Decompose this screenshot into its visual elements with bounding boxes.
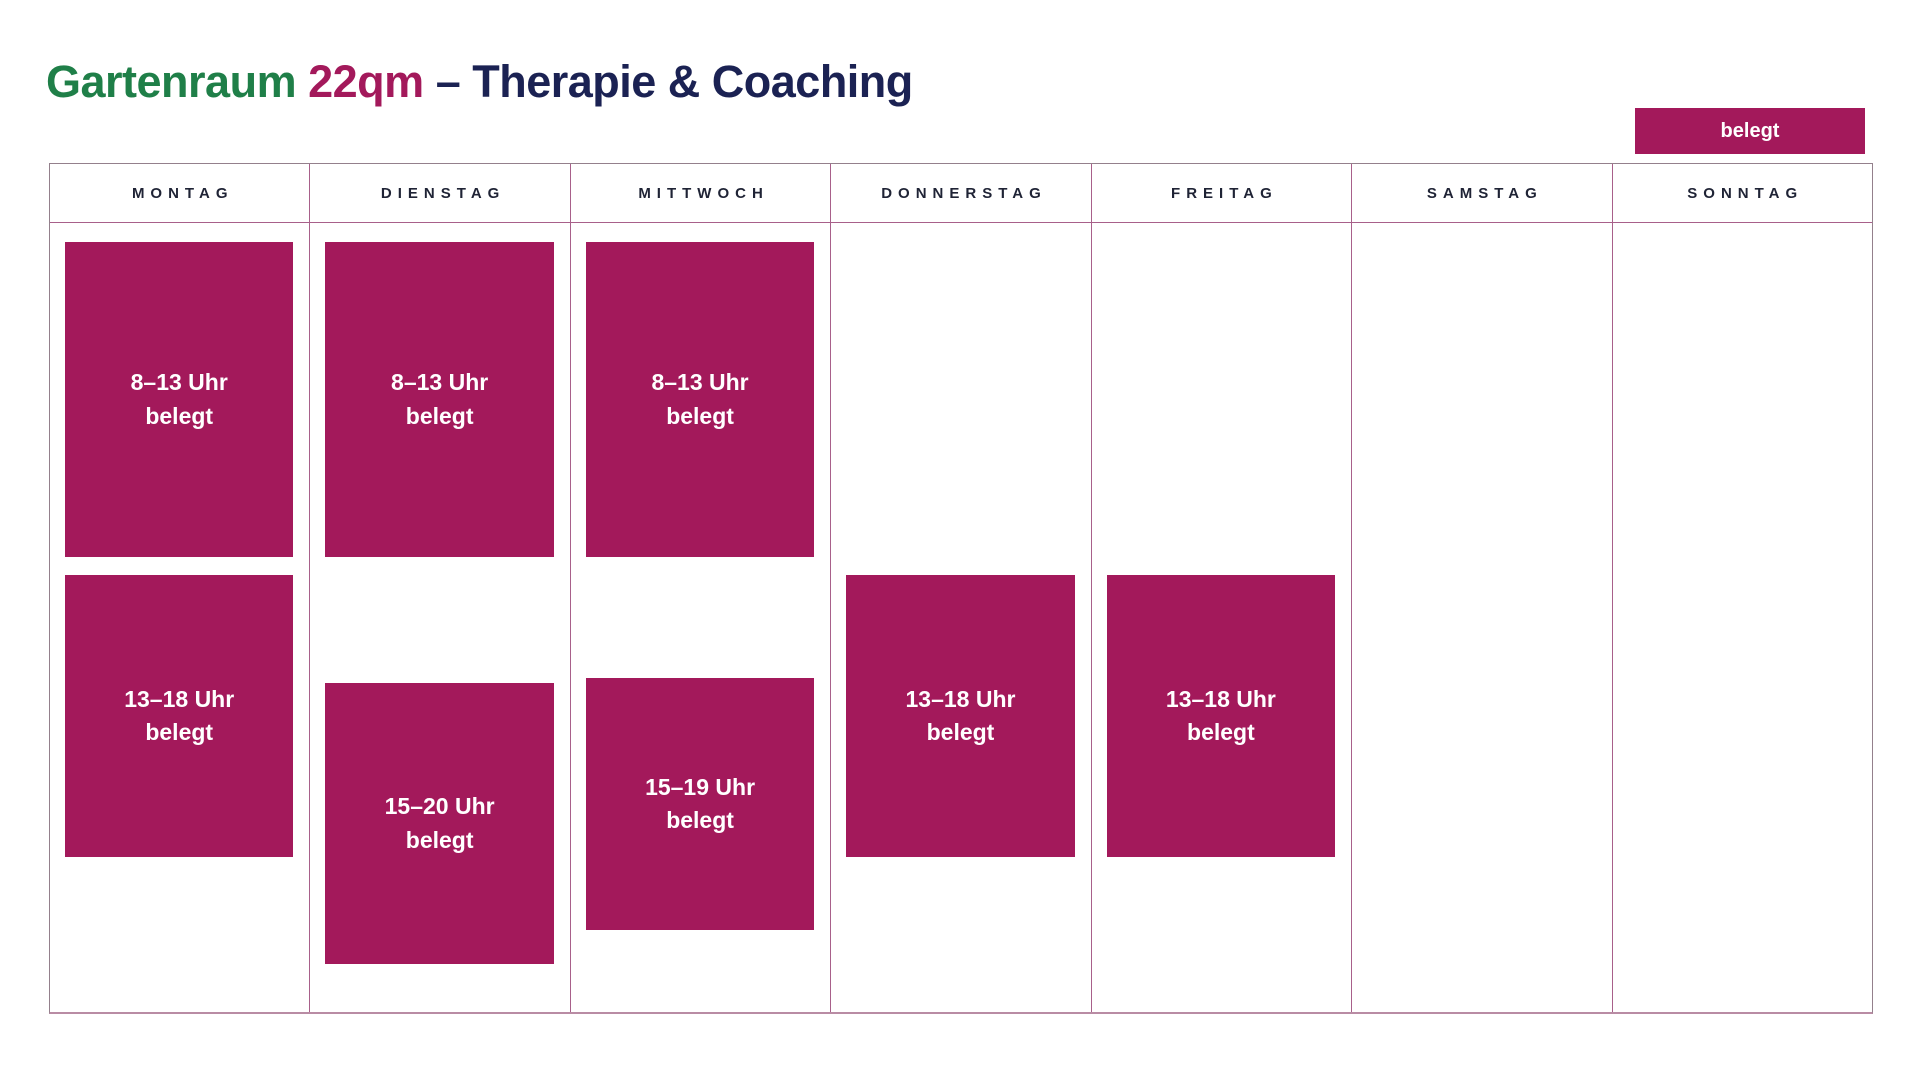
event-status: belegt: [145, 719, 214, 745]
event-time: 13–18 Uhr: [905, 685, 1016, 712]
day-column-dienstag: DIENSTAG 8–13 Uhr belegt 15–20 Uhr beleg…: [310, 164, 571, 1012]
title-room-name: Gartenraum: [46, 56, 297, 107]
event-block: 15–20 Uhr belegt: [325, 683, 554, 964]
event-block: 13–18 Uhr belegt: [846, 575, 1075, 857]
title-room-size: 22qm: [308, 56, 424, 107]
day-column-mittwoch: MITTWOCH 8–13 Uhr belegt 15–19 Uhr beleg…: [570, 164, 832, 1012]
event-status: belegt: [926, 719, 995, 745]
event-block: 13–18 Uhr belegt: [65, 575, 294, 857]
event-status: belegt: [666, 807, 734, 833]
day-column-sonntag: SONNTAG: [1612, 164, 1872, 1012]
day-column-freitag: FREITAG 13–18 Uhr belegt: [1091, 164, 1353, 1012]
event-time: 13–18 Uhr: [124, 685, 235, 712]
event-status: belegt: [666, 402, 734, 429]
day-body-mittwoch: 8–13 Uhr belegt 15–19 Uhr belegt: [571, 223, 830, 1012]
day-body-sonntag: [1613, 223, 1872, 1012]
event-status: belegt: [405, 826, 474, 853]
event-time: 8–13 Uhr: [130, 369, 228, 396]
day-column-montag: MONTAG 8–13 Uhr belegt 13–18 Uhr belegt: [50, 164, 311, 1012]
weekly-occupancy-calendar: MONTAG 8–13 Uhr belegt 13–18 Uhr belegt …: [49, 163, 1873, 1014]
event-time: 15–19 Uhr: [645, 773, 756, 800]
event-time: 8–13 Uhr: [651, 369, 749, 396]
day-header-freitag: FREITAG: [1091, 164, 1352, 223]
event-status: belegt: [405, 402, 474, 429]
event-status: belegt: [145, 402, 214, 429]
day-body-freitag: 13–18 Uhr belegt: [1092, 223, 1351, 1012]
event-block: 8–13 Uhr belegt: [325, 242, 554, 557]
page-title: Gartenraum 22qm – Therapie & Coaching: [46, 56, 913, 108]
day-header-donnerstag: DONNERSTAG: [831, 164, 1091, 223]
event-time: 8–13 Uhr: [391, 369, 489, 396]
event-block: 15–19 Uhr belegt: [585, 678, 815, 930]
day-header-dienstag: DIENSTAG: [310, 164, 570, 223]
event-status: belegt: [1187, 719, 1255, 745]
day-column-donnerstag: DONNERSTAG 13–18 Uhr belegt: [831, 164, 1092, 1012]
event-block: 8–13 Uhr belegt: [585, 242, 815, 557]
day-body-montag: 8–13 Uhr belegt 13–18 Uhr belegt: [50, 223, 309, 1012]
day-header-mittwoch: MITTWOCH: [570, 164, 831, 223]
day-body-samstag: [1352, 223, 1611, 1012]
day-header-sonntag: SONNTAG: [1612, 164, 1872, 223]
title-suffix: – Therapie & Coaching: [435, 56, 914, 107]
event-time: 13–18 Uhr: [1165, 685, 1276, 712]
legend-belegt-badge: belegt: [1635, 108, 1865, 154]
day-header-montag: MONTAG: [50, 164, 310, 223]
day-body-donnerstag: 13–18 Uhr belegt: [831, 223, 1090, 1012]
day-header-samstag: SAMSTAG: [1352, 164, 1612, 223]
day-column-samstag: SAMSTAG: [1352, 164, 1613, 1012]
event-block: 13–18 Uhr belegt: [1106, 575, 1336, 857]
day-body-dienstag: 8–13 Uhr belegt 15–20 Uhr belegt: [310, 223, 569, 1012]
event-block: 8–13 Uhr belegt: [65, 242, 294, 557]
event-time: 15–20 Uhr: [384, 793, 495, 820]
